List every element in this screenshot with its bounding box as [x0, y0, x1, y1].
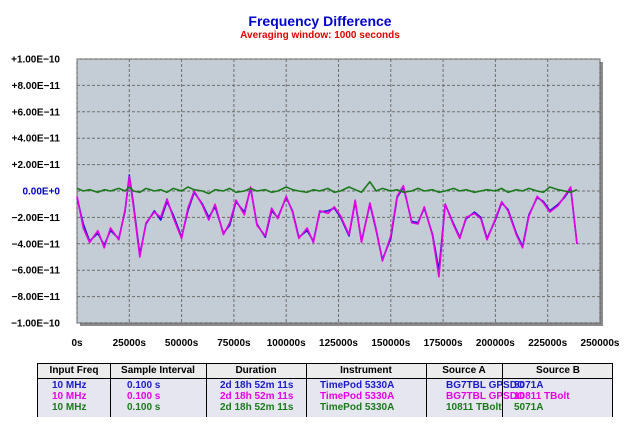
- legend-header-cell: Instrument: [340, 365, 392, 376]
- y-tick-label: +8.00E−11: [12, 81, 61, 92]
- y-tick-label: 0.00E+0: [22, 187, 60, 198]
- legend-header-cell: Source B: [536, 365, 580, 376]
- chart-title: Frequency Difference: [248, 13, 392, 29]
- y-axis-ticks: +1.00E−10 +8.00E−11 +6.00E−11 +4.00E−11 +2.0…: [11, 55, 60, 330]
- series-line-3: [76, 181, 578, 195]
- x-tick-label: 100000s: [267, 338, 306, 349]
- y-tick-label: +2.00E−11: [12, 160, 61, 171]
- x-tick-label: 75000s: [217, 338, 251, 349]
- x-tick-label: 25000s: [113, 338, 147, 349]
- legend-row-cell: BG7TBL GPSDO: [446, 380, 525, 391]
- y-tick-label: +1.00E−10: [11, 55, 60, 66]
- legend-row-cell: TimePod 5330A: [320, 380, 395, 391]
- x-tick-label: 0s: [71, 338, 83, 349]
- legend-row-cell: 5071A: [514, 380, 544, 391]
- x-tick-label: 175000s: [424, 338, 463, 349]
- y-tick-label: −8.00E−11: [12, 292, 61, 303]
- legend-row-cell: 2d 18h 52m 11s: [220, 402, 294, 413]
- legend-header-row: Input Freq Sample Interval Duration Instrum…: [38, 364, 612, 379]
- y-tick-label: +4.00E−11: [12, 134, 61, 145]
- legend-header-cell: Input Freq: [49, 365, 99, 376]
- x-tick-label: 50000s: [165, 338, 199, 349]
- legend-row-cell: TimePod 5330A: [320, 402, 395, 413]
- x-axis-ticks: 0s 25000s 50000s 75000s 100000s 125000s 150000…: [71, 338, 619, 349]
- legend-header-cell: Sample Interval: [121, 365, 195, 376]
- legend-row-cell: 0.100 s: [127, 391, 161, 402]
- x-tick-label: 225000s: [528, 338, 567, 349]
- y-tick-label: −1.00E−10: [11, 319, 60, 330]
- y-tick-label: +6.00E−11: [12, 107, 61, 118]
- x-tick-label: 150000s: [371, 338, 410, 349]
- legend-column-divider: [502, 364, 503, 417]
- legend-row-cell: 2d 18h 52m 11s: [220, 380, 294, 391]
- legend-row-cell: 10 MHz: [52, 380, 87, 391]
- series-line-2: [76, 175, 578, 278]
- legend-column-divider: [306, 364, 307, 417]
- y-tick-label: −6.00E−11: [12, 266, 61, 277]
- legend-row-cell: 0.100 s: [127, 402, 161, 413]
- series-lines: [76, 174, 578, 278]
- legend-column-divider: [426, 364, 427, 417]
- legend-row-cell: TimePod 5330A: [320, 391, 395, 402]
- y-tick-label: −4.00E−11: [12, 239, 61, 250]
- x-tick-label: 125000s: [319, 338, 358, 349]
- x-tick-label: 200000s: [476, 338, 515, 349]
- legend-header-cell: Source A: [442, 365, 486, 376]
- legend-row-cell: 10811 TBolt: [514, 391, 570, 402]
- legend-row-cell: 10 MHz: [52, 402, 87, 413]
- legend-body: 10 MHz 0.100 s 2d 18h 52m 11s TimePod 5330A…: [38, 379, 612, 417]
- legend-column-divider: [110, 364, 111, 417]
- legend-table: Input Freq Sample Interval Duration Instrum…: [37, 363, 613, 417]
- legend-row-cell: 5071A: [514, 402, 544, 413]
- legend-row-cell: 0.100 s: [127, 380, 161, 391]
- legend-column-divider: [206, 364, 207, 417]
- y-tick-label: −2.00E−11: [12, 213, 61, 224]
- legend-row-cell: BG7TBL GPSDO: [446, 391, 525, 402]
- chart-subtitle: Averaging window: 1000 seconds: [240, 30, 400, 41]
- x-tick-label: 250000s: [581, 338, 620, 349]
- legend-row-cell: 10811 TBolt: [446, 402, 502, 413]
- legend-header-cell: Duration: [235, 365, 277, 376]
- legend-row-cell: 2d 18h 52m 11s: [220, 391, 294, 402]
- legend-row-cell: 10 MHz: [52, 391, 87, 402]
